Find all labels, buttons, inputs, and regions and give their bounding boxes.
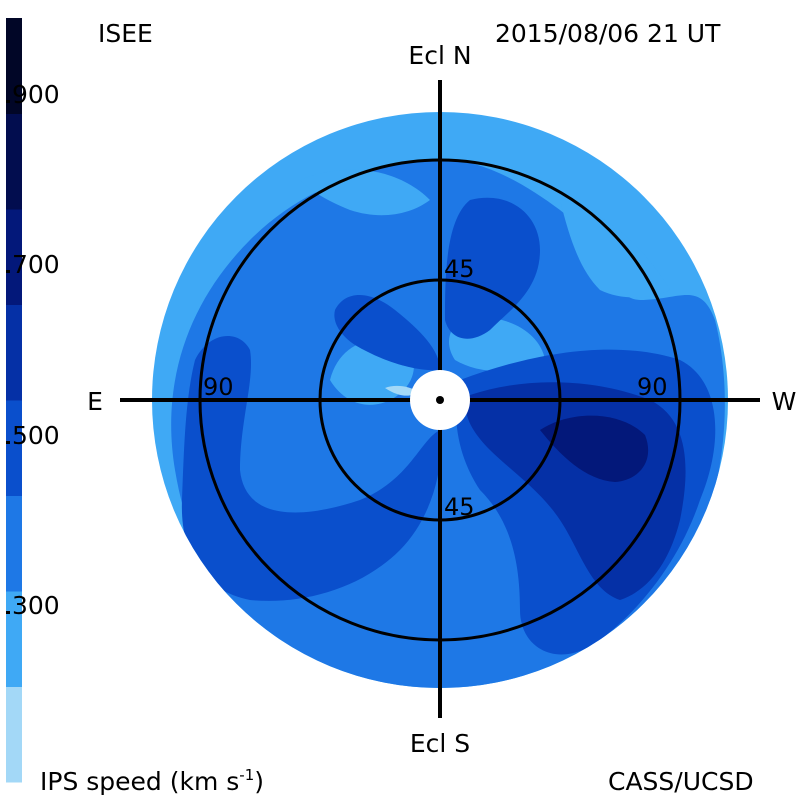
colorbar-band-500-600 — [6, 400, 22, 496]
colorbar-label-300: 300 — [12, 591, 60, 620]
ring-label-45-top: 45 — [444, 255, 475, 283]
speed-region-mid-northwest — [334, 295, 440, 371]
colorbar-label-500: 500 — [12, 421, 60, 450]
tick-900 — [6, 100, 10, 103]
institution-label: ISEE — [98, 19, 153, 48]
axis-label-south: Ecl S — [410, 729, 470, 758]
speed-unit-exponent: -1 — [239, 766, 254, 784]
axis-label-west: W — [772, 387, 797, 416]
colorbar-band-300-400 — [6, 591, 22, 687]
speed-unit-close: ) — [254, 767, 264, 796]
timestamp-label: 2015/08/06 21 UT — [495, 19, 721, 48]
tick-700 — [6, 270, 10, 273]
speed-region-lightest — [385, 385, 418, 396]
colorbar-band-700-800 — [6, 209, 22, 305]
colorbar-band-800-900 — [6, 113, 22, 210]
ring-label-90-left: 90 — [203, 373, 234, 401]
axis-label-east: E — [87, 387, 103, 416]
tick-300 — [6, 611, 10, 614]
colorbar-band-400-500 — [6, 495, 22, 592]
colorbar — [6, 18, 22, 783]
speed-unit-text: IPS speed (km s — [40, 767, 239, 796]
credit-label: CASS/UCSD — [608, 767, 754, 796]
colorbar-band-200-300 — [6, 686, 22, 783]
colorbar-band-900-1000 — [6, 18, 22, 114]
sun-center-dot — [436, 396, 444, 404]
speed-region-mid-north — [445, 197, 540, 339]
speed-region-light-north — [300, 169, 430, 216]
ring-label-45-bottom: 45 — [444, 493, 475, 521]
colorbar-ticks — [6, 100, 10, 614]
colorbar-label-700: 700 — [12, 250, 60, 279]
axis-label-north: Ecl N — [408, 41, 471, 70]
ring-label-90-right: 90 — [637, 373, 668, 401]
colorbar-label-900: 900 — [12, 80, 60, 109]
tick-500 — [6, 441, 10, 444]
speed-region-darkest — [540, 415, 649, 482]
colorbar-band-600-700 — [6, 304, 22, 401]
speed-unit-label: IPS speed (km s-1) — [40, 766, 264, 796]
speed-region-mid-east — [181, 336, 441, 601]
